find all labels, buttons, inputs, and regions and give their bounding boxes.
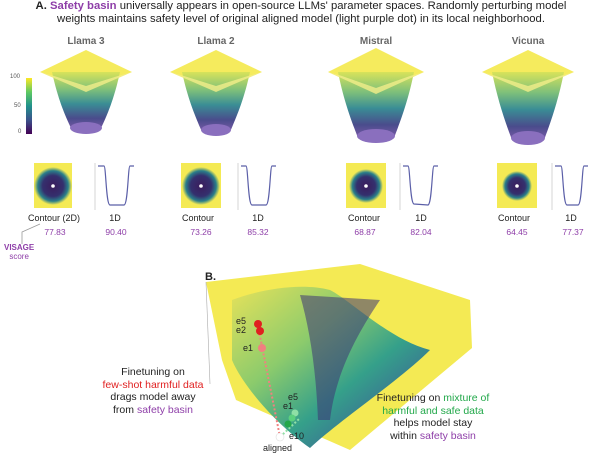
oned-plot-llama3: [94, 163, 134, 210]
contour-label-vicuna: Contour: [497, 213, 531, 223]
mixed-annotation-line4a: within: [390, 429, 420, 442]
red-label-e1: e1: [243, 343, 254, 353]
landscape-mistral: [328, 48, 424, 143]
contour-label-mistral: Contour: [347, 213, 381, 223]
green-point-e1: [288, 414, 296, 422]
mixed-annotation-line4b: safety basin: [419, 429, 476, 442]
contour-label-llama2: Contour: [181, 213, 215, 223]
contour-vicuna: [497, 163, 537, 208]
landscape-vicuna: [482, 50, 574, 145]
panel-b-landscape: [205, 264, 472, 450]
green-label-e5: e5: [288, 392, 299, 402]
model-title-mistral: Mistral: [359, 36, 393, 47]
mixed-annotation-line3: helps model stay: [393, 417, 473, 429]
header-line1: universally appears in open-source LLMs'…: [116, 0, 567, 12]
header-line2: weights maintains safety level of origin…: [57, 13, 545, 25]
panel-b-letter: B.: [205, 271, 216, 283]
visage-title: VISAGE: [4, 243, 35, 252]
panel-a-letter: A.: [35, 0, 47, 12]
oned-plot-vicuna: [551, 163, 588, 210]
contour-llama2: [181, 163, 221, 208]
visage-sub: score: [9, 252, 29, 261]
visage-bracket: [21, 223, 41, 244]
harmful-annotation-line4a: from: [113, 403, 137, 416]
mixed-annotation-line1a: Finetuning on: [376, 392, 444, 404]
harmful-annotation-line2: few-shot harmful data: [102, 378, 204, 391]
oned-label-vicuna: 1D: [565, 213, 577, 223]
mixed-trajectory: [279, 417, 301, 438]
green-point-e10: [284, 420, 292, 428]
figure-caption-header: A. Safety basin universally appears in o…: [6, 0, 596, 26]
contour-label-llama3: Contour (2D): [27, 213, 81, 223]
harmful-annotation-line4b: safety basin: [136, 403, 193, 416]
model-title-vicuna: Vicuna: [511, 36, 545, 47]
oned-plot-mistral: [399, 163, 438, 210]
model-title-llama2: Llama 2: [197, 36, 235, 47]
harmful-annotation-line3: drags model away: [110, 391, 196, 403]
green-label-e1: e1: [283, 401, 294, 411]
red-point-e1: [258, 344, 266, 352]
contour-score-llama2: 73.26: [190, 227, 212, 237]
colorbar-tick-0: 0: [18, 129, 22, 135]
oned-plot-llama2: [237, 163, 276, 210]
oned-score-mistral: 82.04: [410, 227, 432, 237]
safety-basin-highlight: Safety basin: [50, 0, 117, 12]
contour-mistral: [346, 163, 386, 208]
harmful-trajectory: [257, 325, 281, 438]
contour-llama3: [34, 163, 72, 208]
mixed-annotation-line1b: mixture of: [443, 392, 490, 404]
contour-score-mistral: 68.87: [354, 227, 376, 237]
oned-label-llama2: 1D: [252, 213, 264, 223]
mixed-annotation-line2: harmful and safe data: [382, 404, 484, 417]
landscape-llama2: [170, 50, 262, 136]
red-label-e2: e2: [236, 325, 247, 335]
colorbar: [26, 78, 32, 134]
aligned-point: [275, 432, 285, 442]
oned-score-llama3: 90.40: [105, 227, 127, 237]
oned-score-vicuna: 77.37: [562, 227, 584, 237]
colorbar-tick-50: 50: [14, 103, 21, 109]
oned-label-mistral: 1D: [415, 213, 427, 223]
red-label-e5: e5: [236, 316, 247, 326]
colorbar-tick-100: 100: [10, 74, 21, 80]
harmful-annotation-line1: Finetuning on: [121, 366, 185, 378]
red-point-e5: [254, 320, 262, 328]
oned-label-llama3: 1D: [109, 213, 121, 223]
green-label-e10: e10: [289, 431, 305, 441]
model-title-llama3: Llama 3: [67, 36, 105, 47]
aligned-label: aligned: [263, 443, 293, 453]
red-point-e2: [256, 327, 264, 335]
landscape-llama3: [40, 50, 132, 134]
harmful-annotation: Finetuning on few-shot harmful data drag…: [78, 366, 228, 416]
mixed-annotation: Finetuning on mixture of harmful and saf…: [358, 392, 508, 442]
oned-score-llama2: 85.32: [247, 227, 269, 237]
contour-score-llama3: 77.83: [44, 227, 66, 237]
visage-score-label: VISAGE score: [4, 243, 34, 261]
contour-score-vicuna: 64.45: [506, 227, 528, 237]
